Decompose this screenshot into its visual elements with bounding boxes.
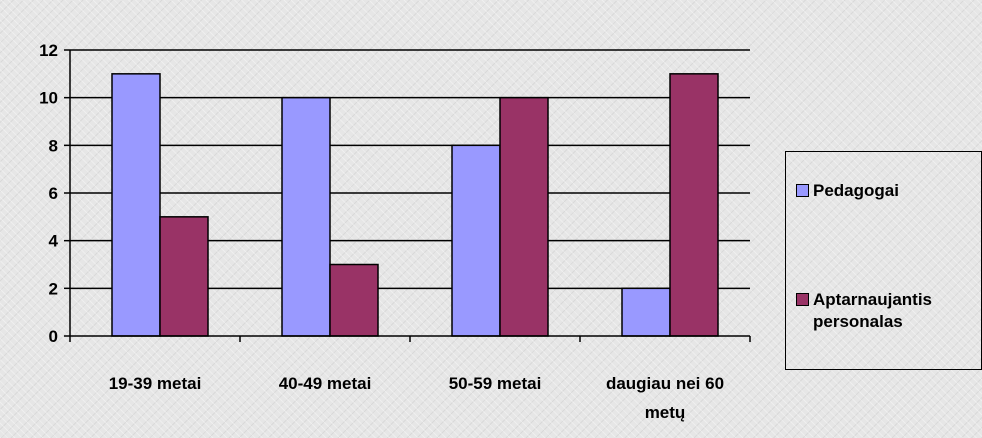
bar-series1-3 [451, 144, 501, 337]
bar-series2-1 [159, 216, 209, 337]
y-tick-label-0: 0 [49, 327, 58, 346]
legend-item-pedagogai: Pedagogai [796, 180, 973, 202]
legend-label-pedagogai: Pedagogai [813, 181, 899, 200]
y-tick-label-8: 8 [49, 136, 58, 155]
y-tick-label-4: 4 [49, 232, 59, 251]
legend-swatch-pedagogai [796, 184, 809, 197]
bars [111, 73, 719, 337]
y-tick-label-2: 2 [49, 279, 58, 298]
bar-series1-1 [111, 73, 161, 337]
legend-swatch-aptarnaujantis-personalas [796, 293, 809, 306]
bar-series1-2 [281, 96, 331, 337]
bar-series2-4 [669, 73, 719, 337]
x-tick-label-4: daugiau nei 60 metų [606, 374, 724, 422]
axes [64, 49, 751, 342]
axis-labels: 0 2 4 6 8 10 12 19-39 metai 40-49 metai 50-59 met… [39, 41, 724, 422]
legend-item-aptarnaujantis-personalas: Aptarnaujantis personalas [796, 289, 973, 333]
x-tick-label-2: 40-49 metai [279, 374, 372, 393]
bar-series1-4 [621, 287, 671, 337]
bar-series2-2 [329, 263, 379, 337]
x-tick-label-1: 19-39 metai [109, 374, 202, 393]
legend-label-aptarnaujantis-personalas: Aptarnaujantis personalas [813, 290, 933, 331]
legend: Pedagogai Aptarnaujantis personalas [785, 151, 982, 370]
y-tick-label-6: 6 [49, 184, 58, 203]
y-tick-label-10: 10 [39, 89, 58, 108]
bar-series2-3 [499, 96, 549, 337]
y-tick-label-12: 12 [39, 41, 58, 60]
x-tick-label-3: 50-59 metai [449, 374, 542, 393]
